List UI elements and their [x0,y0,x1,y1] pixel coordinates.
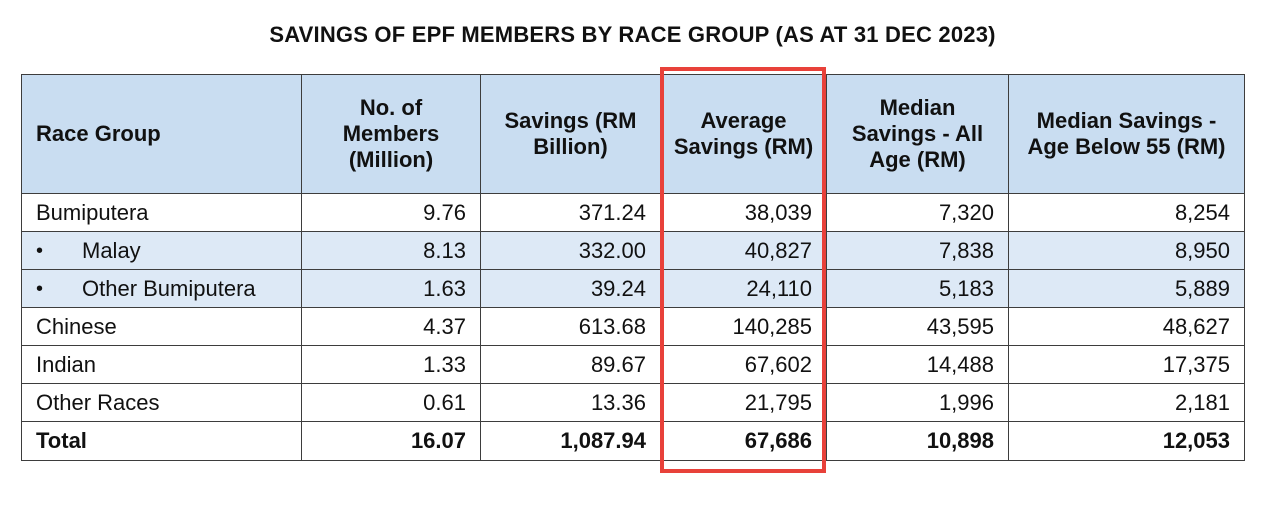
cell-median-below-55: 2,181 [1008,383,1245,422]
cell-members: 1.33 [301,345,481,384]
header-average-savings: Average Savings (RM) [660,74,827,194]
cell-median-all-age: 7,320 [826,193,1009,232]
table-row: Indian 1.33 89.67 67,602 14,488 17,375 [21,345,1245,384]
cell-median-all-age: 1,996 [826,383,1009,422]
row-label-text: Other Bumiputera [82,276,256,301]
total-median-all-age: 10,898 [826,421,1009,461]
cell-median-all-age: 43,595 [826,307,1009,346]
bullet-marker: • [36,240,44,262]
cell-median-below-55: 8,950 [1008,231,1245,270]
header-savings: Savings (RM Billion) [480,74,661,194]
cell-savings: 371.24 [480,193,661,232]
header-median-all-age: Median Savings - All Age (RM) [826,74,1009,194]
row-label: • Malay [21,231,302,270]
cell-median-all-age: 14,488 [826,345,1009,384]
total-average-savings: 67,686 [660,421,827,461]
total-label: Total [21,421,302,461]
total-savings: 1,087.94 [480,421,661,461]
epf-savings-table: Race Group No. of Members (Million) Savi… [21,74,1245,461]
cell-median-below-55: 48,627 [1008,307,1245,346]
cell-average-savings: 38,039 [660,193,827,232]
table-row: Bumiputera 9.76 371.24 38,039 7,320 8,25… [21,193,1245,232]
row-label: • Other Bumiputera [21,269,302,308]
cell-members: 0.61 [301,383,481,422]
cell-savings: 613.68 [480,307,661,346]
cell-savings: 89.67 [480,345,661,384]
cell-savings: 332.00 [480,231,661,270]
cell-members: 4.37 [301,307,481,346]
header-median-below-55: Median Savings - Age Below 55 (RM) [1008,74,1245,194]
row-label-text: Malay [82,238,141,263]
table-row: • Malay 8.13 332.00 40,827 7,838 8,950 [21,231,1245,270]
cell-median-all-age: 7,838 [826,231,1009,270]
table-row: Chinese 4.37 613.68 140,285 43,595 48,62… [21,307,1245,346]
cell-median-below-55: 8,254 [1008,193,1245,232]
header-members: No. of Members (Million) [301,74,481,194]
row-label: Bumiputera [21,193,302,232]
cell-median-all-age: 5,183 [826,269,1009,308]
row-label: Chinese [21,307,302,346]
cell-members: 1.63 [301,269,481,308]
cell-average-savings: 24,110 [660,269,827,308]
total-median-below-55: 12,053 [1008,421,1245,461]
header-row: Race Group No. of Members (Million) Savi… [21,74,1245,194]
table-title: SAVINGS OF EPF MEMBERS BY RACE GROUP (AS… [269,22,996,47]
cell-median-below-55: 5,889 [1008,269,1245,308]
row-label: Other Races [21,383,302,422]
cell-average-savings: 140,285 [660,307,827,346]
total-members: 16.07 [301,421,481,461]
cell-average-savings: 67,602 [660,345,827,384]
cell-savings: 13.36 [480,383,661,422]
cell-members: 8.13 [301,231,481,270]
cell-savings: 39.24 [480,269,661,308]
header-race-group: Race Group [21,74,302,194]
table-row: Other Races 0.61 13.36 21,795 1,996 2,18… [21,383,1245,422]
table-row: • Other Bumiputera 1.63 39.24 24,110 5,1… [21,269,1245,308]
total-row: Total 16.07 1,087.94 67,686 10,898 12,05… [21,421,1245,461]
cell-average-savings: 40,827 [660,231,827,270]
bullet-marker: • [36,278,44,300]
cell-average-savings: 21,795 [660,383,827,422]
cell-members: 9.76 [301,193,481,232]
row-label: Indian [21,345,302,384]
cell-median-below-55: 17,375 [1008,345,1245,384]
